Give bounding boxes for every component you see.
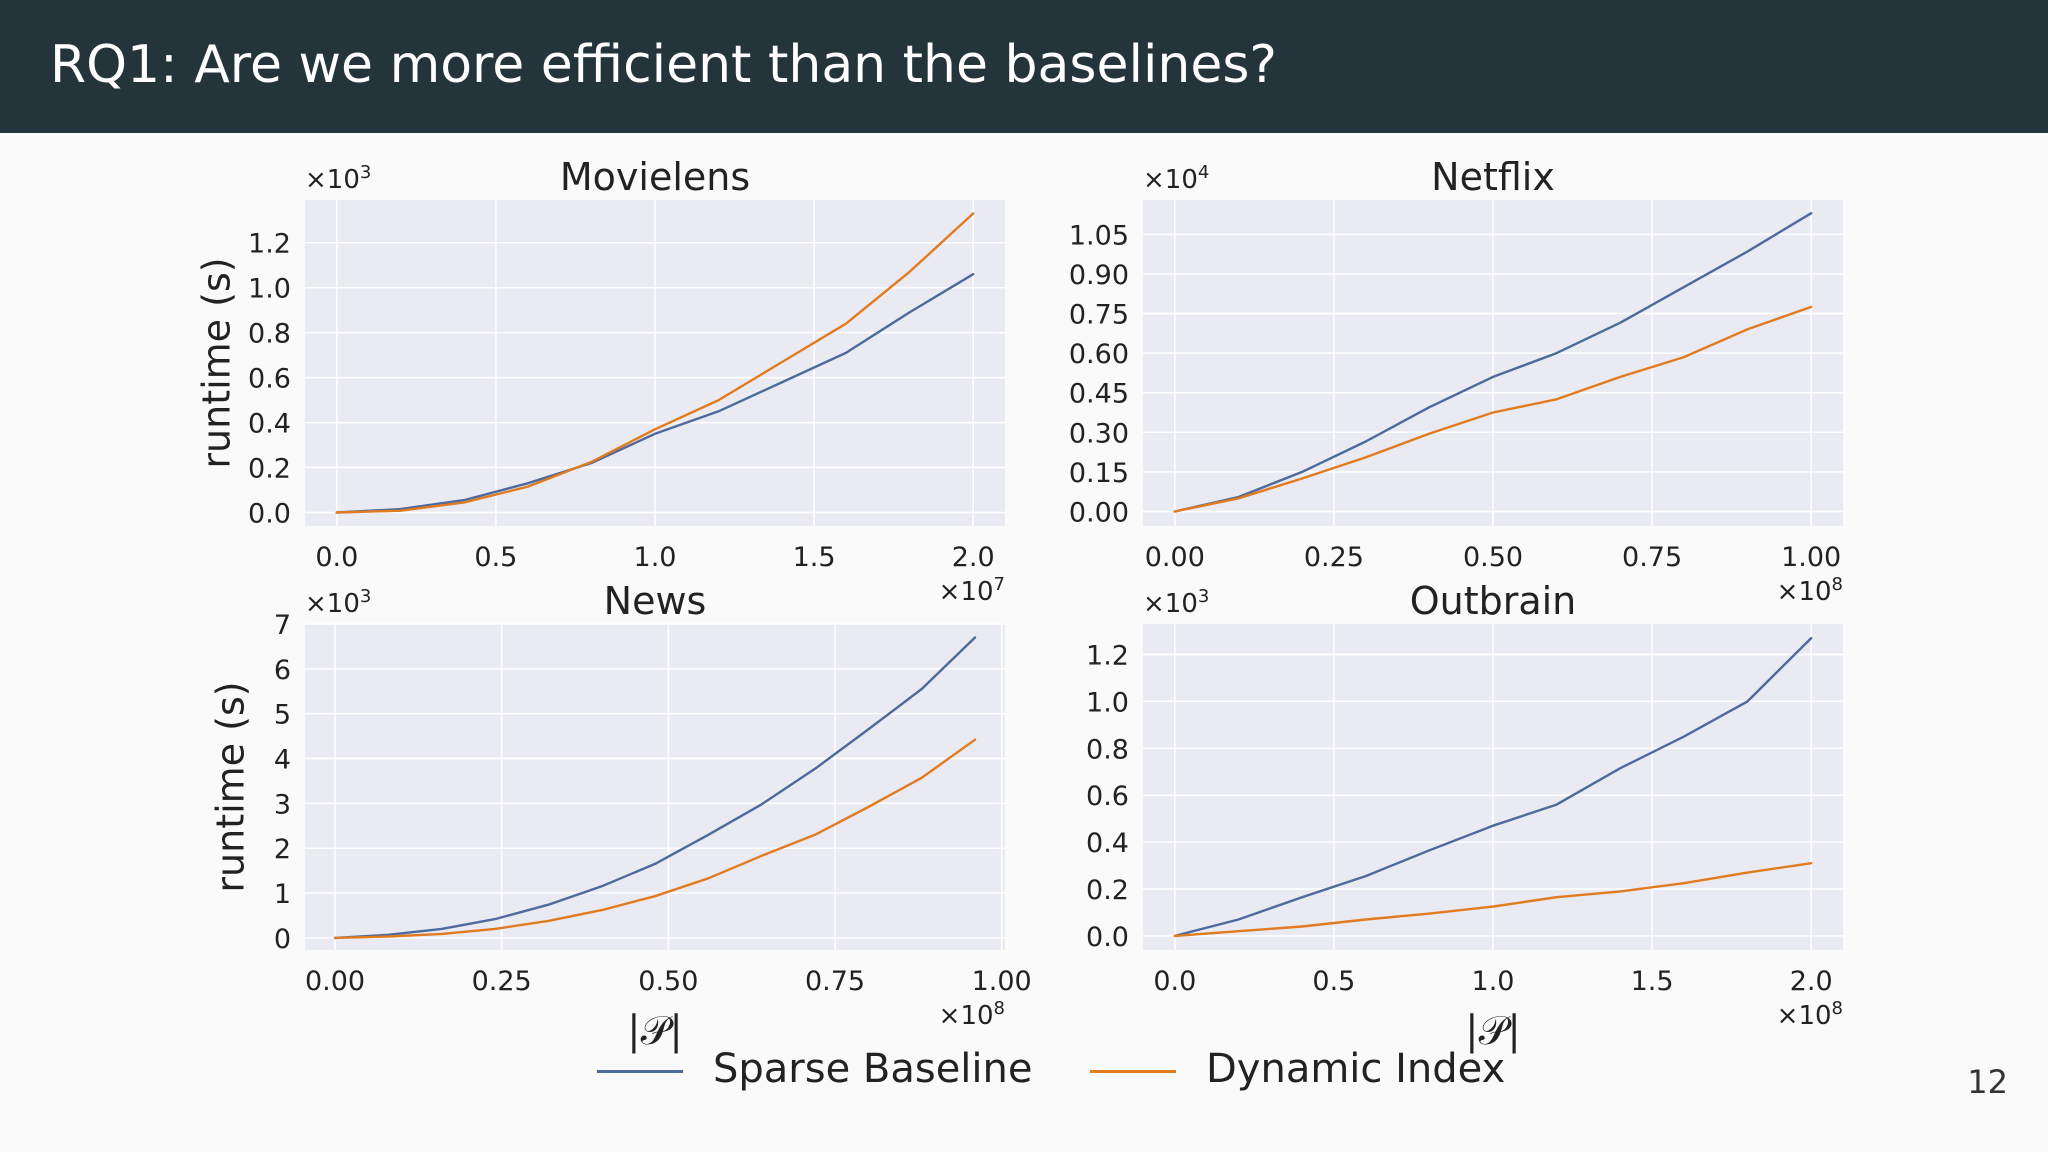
x-multiplier-exponent-outbrain: 8 — [1832, 998, 1843, 1019]
y-multiplier-movielens: ×103 — [305, 162, 371, 195]
x-tick-label-outbrain: 1.5 — [1631, 966, 1674, 997]
y-axis-label-movielens: runtime (s) — [195, 257, 239, 468]
y-tick-label-movielens: 1.2 — [248, 229, 291, 260]
y-tick-label-movielens: 0.6 — [248, 364, 291, 395]
y-tick-label-netflix: 0.00 — [1069, 497, 1129, 528]
chart-title-news: News — [604, 579, 707, 623]
y-tick-label-outbrain: 0.2 — [1086, 875, 1129, 906]
legend: Sparse Baseline Dynamic Index — [0, 1040, 2048, 1100]
x-tick-label-netflix: 0.50 — [1463, 542, 1523, 573]
x-tick-label-movielens: 0.5 — [474, 542, 517, 573]
x-multiplier-news: ×108 — [939, 998, 1005, 1031]
y-tick-label-outbrain: 1.0 — [1086, 687, 1129, 718]
plot-area-news — [305, 624, 1005, 950]
x-tick-label-outbrain: 0.5 — [1312, 966, 1355, 997]
chart-title-outbrain: Outbrain — [1410, 579, 1577, 623]
slide-header: RQ1: Are we more efficient than the base… — [0, 0, 2048, 133]
x-tick-label-netflix: 1.00 — [1781, 542, 1841, 573]
x-tick-label-news: 1.00 — [972, 966, 1032, 997]
x-tick-label-outbrain: 2.0 — [1790, 966, 1833, 997]
y-tick-label-news: 5 — [274, 700, 291, 731]
y-multiplier-exponent-outbrain: 3 — [1198, 586, 1209, 607]
y-tick-label-outbrain: 0.0 — [1086, 922, 1129, 953]
y-tick-label-news: 7 — [274, 610, 291, 641]
x-tick-label-news: 0.75 — [805, 966, 865, 997]
x-tick-label-netflix: 0.00 — [1145, 542, 1205, 573]
y-tick-label-netflix: 0.90 — [1069, 260, 1129, 291]
y-multiplier-exponent-movielens: 3 — [360, 162, 371, 183]
series-line-netflix-dynamic-index — [1173, 305, 1813, 513]
x-tick-label-netflix: 0.25 — [1304, 542, 1364, 573]
legend-line-dynamic-index — [1090, 1070, 1176, 1073]
series-line-movielens-dynamic-index — [335, 212, 975, 514]
legend-label-sparse-baseline: Sparse Baseline — [713, 1046, 1033, 1092]
y-tick-label-netflix: 0.75 — [1069, 300, 1129, 331]
y-tick-label-movielens: 0.0 — [248, 499, 291, 530]
y-tick-label-news: 1 — [274, 879, 291, 910]
y-tick-label-news: 2 — [274, 834, 291, 865]
x-tick-label-news: 0.25 — [472, 966, 532, 997]
x-tick-label-outbrain: 0.0 — [1153, 966, 1196, 997]
y-multiplier-exponent-netflix: 4 — [1198, 162, 1209, 183]
x-axis-label-news: |𝒫| — [627, 1008, 683, 1054]
y-tick-label-news: 3 — [274, 789, 291, 820]
page-number: 12 — [1967, 1063, 2008, 1101]
x-multiplier-netflix: ×108 — [1777, 574, 1843, 607]
chart-title-netflix: Netflix — [1431, 155, 1555, 199]
series-line-news-dynamic-index — [333, 738, 977, 940]
x-multiplier-exponent-movielens: 7 — [994, 574, 1005, 595]
y-tick-label-netflix: 0.15 — [1069, 458, 1129, 489]
y-tick-label-movielens: 0.8 — [248, 319, 291, 350]
x-tick-label-netflix: 0.75 — [1622, 542, 1682, 573]
x-multiplier-exponent-netflix: 8 — [1832, 574, 1843, 595]
y-multiplier-outbrain: ×103 — [1143, 586, 1209, 619]
y-axis-label-news: runtime (s) — [209, 681, 253, 892]
series-line-news-sparse-baseline — [333, 636, 977, 940]
x-tick-label-outbrain: 1.0 — [1472, 966, 1515, 997]
x-tick-label-news: 0.50 — [638, 966, 698, 997]
y-tick-label-netflix: 0.45 — [1069, 379, 1129, 410]
x-multiplier-movielens: ×107 — [939, 574, 1005, 607]
x-tick-label-movielens: 2.0 — [952, 542, 995, 573]
x-tick-label-movielens: 0.0 — [315, 542, 358, 573]
y-tick-label-movielens: 1.0 — [248, 274, 291, 305]
x-axis-label-outbrain: |𝒫| — [1465, 1008, 1521, 1054]
series-line-movielens-sparse-baseline — [335, 273, 975, 514]
y-multiplier-news: ×103 — [305, 586, 371, 619]
chart-title-movielens: Movielens — [560, 155, 750, 199]
series-line-outbrain-sparse-baseline — [1173, 636, 1813, 938]
y-tick-label-netflix: 1.05 — [1069, 220, 1129, 251]
legend-label-dynamic-index: Dynamic Index — [1206, 1046, 1506, 1092]
y-tick-label-movielens: 0.2 — [248, 454, 291, 485]
y-multiplier-netflix: ×104 — [1143, 162, 1209, 195]
y-tick-label-netflix: 0.30 — [1069, 418, 1129, 449]
x-tick-label-movielens: 1.0 — [634, 542, 677, 573]
y-tick-label-outbrain: 0.8 — [1086, 734, 1129, 765]
y-tick-label-news: 0 — [274, 924, 291, 955]
y-tick-label-outbrain: 0.4 — [1086, 828, 1129, 859]
series-line-netflix-sparse-baseline — [1173, 211, 1813, 513]
y-multiplier-exponent-news: 3 — [360, 586, 371, 607]
x-multiplier-outbrain: ×108 — [1777, 998, 1843, 1031]
series-line-outbrain-dynamic-index — [1173, 862, 1813, 938]
y-tick-label-movielens: 0.4 — [248, 409, 291, 440]
y-tick-label-outbrain: 0.6 — [1086, 781, 1129, 812]
x-multiplier-exponent-news: 8 — [994, 998, 1005, 1019]
y-tick-label-netflix: 0.60 — [1069, 339, 1129, 370]
y-tick-label-news: 4 — [274, 745, 291, 776]
x-tick-label-movielens: 1.5 — [793, 542, 836, 573]
y-tick-label-outbrain: 1.2 — [1086, 640, 1129, 671]
slide-title: RQ1: Are we more efficient than the base… — [50, 35, 1278, 95]
legend-line-sparse-baseline — [597, 1070, 683, 1073]
y-tick-label-news: 6 — [274, 655, 291, 686]
x-tick-label-news: 0.00 — [305, 966, 365, 997]
